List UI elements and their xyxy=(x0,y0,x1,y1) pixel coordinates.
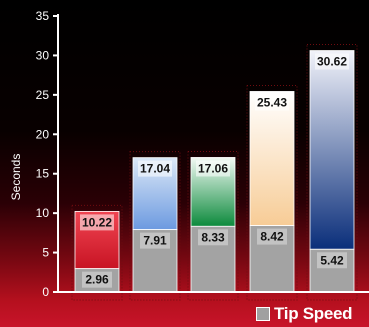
total-label-box-3 xyxy=(196,160,230,177)
tip-speed-label-box-2 xyxy=(140,232,170,249)
total-label-2: 17.04 xyxy=(140,162,170,176)
y-tick-label: 15 xyxy=(36,167,50,181)
tip-speed-label-box-3 xyxy=(198,229,228,246)
y-axis-title: Seconds xyxy=(9,154,23,201)
bar-frame xyxy=(246,84,298,301)
tip-speed-label-1: 2.96 xyxy=(85,273,109,287)
tip-speed-label-box-5 xyxy=(317,252,347,269)
y-tick-label: 30 xyxy=(36,48,50,62)
y-tick-label: 10 xyxy=(36,206,50,220)
y-tick-label: 35 xyxy=(36,9,50,23)
total-label-5: 30.62 xyxy=(317,55,347,69)
bar-tip-speed-4 xyxy=(249,225,295,293)
total-label-box-4 xyxy=(255,94,289,111)
y-tick-label: 0 xyxy=(42,285,49,299)
tip-speed-label-box-4 xyxy=(257,228,287,245)
tip-speed-label-5: 5.42 xyxy=(320,253,344,267)
bar-tip-speed-3 xyxy=(190,225,236,293)
total-label-box-2 xyxy=(138,160,172,177)
bar-total-5 xyxy=(309,50,355,250)
bar-total-4 xyxy=(249,91,295,227)
total-label-1: 10.22 xyxy=(82,215,112,229)
tip-speed-label-3: 8.33 xyxy=(201,230,225,244)
bar-tip-speed-2 xyxy=(132,229,178,293)
total-label-3: 17.06 xyxy=(198,161,228,175)
bar-tip-speed-5 xyxy=(309,248,355,293)
tip-speed-label-4: 8.42 xyxy=(260,230,284,244)
bar-frame xyxy=(129,151,181,301)
bar-frame xyxy=(71,204,123,301)
y-tick-label: 25 xyxy=(36,88,50,102)
total-label-4: 25.43 xyxy=(257,95,287,109)
total-label-box-1 xyxy=(80,214,114,231)
legend-label-tip-speed: Tip Speed xyxy=(274,304,353,323)
total-label-box-5 xyxy=(315,53,349,70)
bar-frame xyxy=(306,44,358,301)
y-tick-label: 5 xyxy=(42,246,49,260)
tip-speed-label-2: 7.91 xyxy=(143,234,167,248)
tip-speed-label-box-1 xyxy=(82,271,112,288)
bar-frame xyxy=(187,150,239,301)
legend-swatch-tip-speed xyxy=(256,307,270,321)
legend: Tip Speed xyxy=(256,304,353,324)
y-tick-label: 20 xyxy=(36,127,50,141)
